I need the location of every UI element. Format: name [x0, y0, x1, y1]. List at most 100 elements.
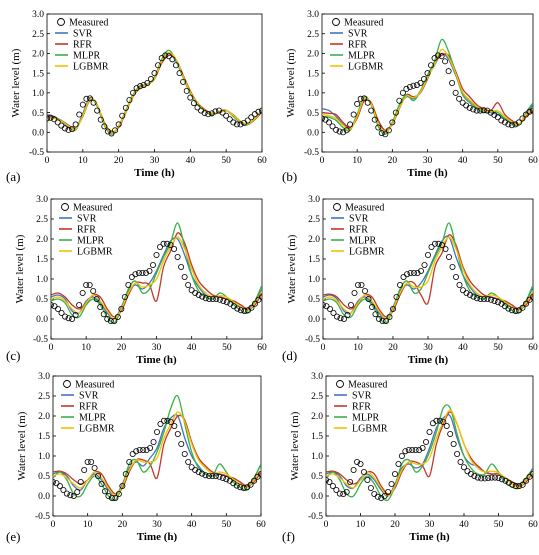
chart-panel: -0.5 0.0 0.5 1.0 1.5 2.0 2.5 3.0 0 10 20 30 40 50 60 Ti…: [282, 10, 538, 184]
x-tick-label: 60: [257, 343, 267, 353]
measured-point: [354, 100, 361, 107]
y-tick-label: 3.0: [311, 372, 323, 382]
measured-point: [69, 315, 76, 322]
measured-markers: [326, 417, 533, 501]
measured-point: [147, 444, 154, 451]
y-tick-label: 2.5: [307, 30, 319, 40]
series-line-mlpr: [53, 394, 261, 502]
measured-point: [340, 129, 347, 136]
chart-panel: -0.5 0.0 0.5 1.0 1.5 2.0 2.5 3.0 0 10 20 30 40 50 60 Ti…: [6, 195, 267, 366]
measured-point: [205, 111, 212, 118]
measured-point: [340, 315, 347, 322]
measured-point: [181, 450, 188, 457]
measured-point: [438, 53, 445, 60]
y-tick-label: 2.0: [307, 50, 319, 60]
measured-point: [140, 81, 147, 88]
measured-point: [386, 313, 393, 320]
measured-point: [164, 240, 171, 247]
measured-point: [452, 273, 459, 280]
y-tick-label: 0.0: [32, 128, 44, 138]
measured-point: [137, 83, 144, 90]
measured-point: [485, 474, 492, 481]
measured-point: [94, 107, 101, 114]
measured-point: [466, 104, 473, 111]
measured-point: [212, 472, 219, 479]
x-tick-label: 30: [152, 343, 162, 353]
measured-point: [56, 482, 63, 489]
measured-point: [459, 287, 466, 294]
measured-point: [108, 130, 115, 137]
panel-letter: (d): [282, 348, 297, 363]
measured-point: [188, 464, 195, 471]
measured-point: [326, 477, 329, 483]
measured-point: [122, 104, 129, 111]
measured-point: [323, 302, 326, 308]
measured-point: [447, 430, 454, 437]
y-tick-label: -0.5: [308, 512, 323, 522]
series-lines: [326, 404, 533, 502]
measured-point: [157, 420, 164, 427]
y-tick-label: 1.0: [307, 89, 319, 99]
measured-point: [484, 107, 491, 114]
measured-point: [466, 291, 473, 298]
measured-point: [195, 468, 202, 475]
measured-point: [259, 107, 262, 114]
x-tick-label: 50: [222, 520, 232, 530]
measured-point: [133, 448, 140, 455]
measured-point: [491, 297, 498, 304]
measured-point: [216, 473, 223, 480]
measured-point: [438, 241, 445, 248]
x-axis-title: Time (h): [136, 354, 177, 366]
measured-point: [407, 269, 414, 276]
measured-point: [104, 315, 111, 322]
measured-point: [72, 311, 79, 318]
x-tick-label: 60: [256, 520, 266, 530]
legend-measured-marker: [332, 18, 340, 26]
y-tick-label: 2.5: [311, 392, 323, 402]
measured-point: [445, 253, 452, 260]
x-tick-label: 40: [458, 343, 468, 353]
legend-measured-marker: [63, 380, 71, 388]
measured-point: [192, 289, 199, 296]
measured-point: [357, 460, 364, 467]
measured-point: [165, 53, 172, 60]
measured-point: [160, 240, 167, 247]
x-tick-label: 10: [352, 156, 362, 166]
legend-label-rfr: RFR: [348, 40, 367, 51]
measured-point: [233, 121, 240, 128]
x-tick-label: 40: [458, 156, 468, 166]
measured-point: [129, 89, 136, 96]
measured-point: [83, 95, 90, 102]
y-tick-label: -0.5: [35, 512, 50, 522]
measured-point: [128, 273, 135, 280]
x-tick-label: 0: [45, 156, 50, 166]
measured-markers: [47, 52, 262, 137]
measured-point: [463, 289, 470, 296]
y-tick-label: 2.0: [36, 235, 48, 245]
measured-point: [340, 490, 347, 497]
measured-point: [354, 458, 361, 465]
measured-point: [223, 299, 230, 306]
measured-markers: [323, 240, 533, 324]
measured-point: [54, 119, 61, 126]
measured-point: [350, 466, 357, 473]
measured-point: [139, 269, 146, 276]
y-tick-label: 2.0: [308, 235, 320, 245]
measured-point: [199, 293, 206, 300]
legend-measured-label: Measured: [348, 380, 387, 391]
measured-point: [234, 305, 241, 312]
measured-point: [379, 317, 386, 324]
measured-point: [212, 108, 219, 115]
measured-point: [60, 486, 67, 493]
series-line-lgbmr: [323, 236, 533, 320]
legend-label-lgbmr: LGBMR: [79, 424, 115, 435]
measured-point: [456, 95, 463, 102]
measured-point: [205, 472, 212, 479]
measured-point: [174, 430, 181, 437]
y-tick-label: 2.0: [38, 412, 50, 422]
x-tick-label: 20: [118, 520, 128, 530]
x-tick-label: 20: [117, 343, 127, 353]
